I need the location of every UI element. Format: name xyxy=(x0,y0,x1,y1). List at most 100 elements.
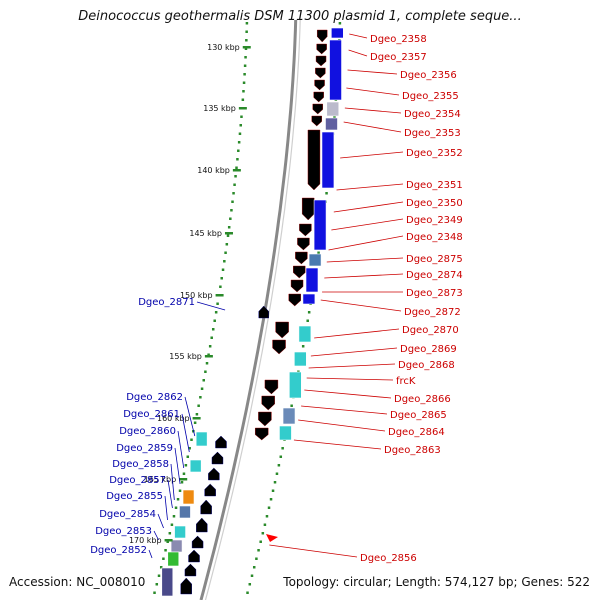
tick-dot xyxy=(166,540,169,543)
gene-arrow-forward xyxy=(313,91,324,103)
gene-label-right: Dgeo_2350 xyxy=(406,198,463,209)
gene-arrow-forward xyxy=(307,129,321,191)
label-leader xyxy=(164,495,168,521)
tick-dot xyxy=(178,489,182,492)
label-leader xyxy=(331,218,404,231)
tick-dot xyxy=(219,285,222,288)
tick-dot xyxy=(210,336,213,339)
kbp-tick-mark xyxy=(224,232,233,235)
gene-label-left: Dgeo_2852 xyxy=(90,545,147,556)
tick-dot xyxy=(197,404,200,407)
tick-dot xyxy=(221,268,225,271)
tick-dot xyxy=(267,506,271,509)
cds-block xyxy=(182,489,195,505)
cds-block xyxy=(308,253,322,267)
tick-dot xyxy=(245,39,248,42)
gene-arrow-forward xyxy=(275,321,289,339)
label-leader xyxy=(177,430,185,469)
tick-dot xyxy=(155,583,159,586)
gene-arrow-reverse xyxy=(196,517,208,533)
kbp-label: 145 kbp xyxy=(189,229,222,238)
gene-label-left: Dgeo_2853 xyxy=(95,526,152,537)
kbp-label: 170 kbp xyxy=(129,536,162,545)
label-leader xyxy=(348,49,368,57)
tick-dot xyxy=(172,515,176,518)
topology-summary: Topology: circular; Length: 574,127 bp; … xyxy=(283,575,590,589)
tick-dot xyxy=(180,481,184,484)
gene-arrow-forward xyxy=(264,379,279,395)
tick-dot xyxy=(255,557,258,560)
cds-block xyxy=(321,131,335,189)
gene-arrow-forward xyxy=(293,265,306,279)
gene-label-right: Dgeo_2874 xyxy=(406,270,463,281)
tick-dot xyxy=(229,217,232,220)
tick-dot xyxy=(257,549,260,552)
map-title: Deinococcus geothermalis DSM 11300 plasm… xyxy=(78,9,522,24)
label-leader xyxy=(340,151,404,159)
cds-block xyxy=(329,39,342,101)
cds-block xyxy=(289,371,302,399)
tick-dot xyxy=(200,387,204,390)
tick-dot xyxy=(245,30,248,33)
tick-dot xyxy=(275,472,279,475)
gene-arrow-reverse xyxy=(208,467,220,481)
tick-dot xyxy=(193,421,197,424)
gene-label-right: Dgeo_2866 xyxy=(394,394,451,405)
tick-dot xyxy=(241,98,245,101)
cds-block xyxy=(294,351,307,367)
tick-dot xyxy=(317,251,320,254)
gene-label-right: Dgeo_2352 xyxy=(406,148,463,159)
gene-label-right: Dgeo_2872 xyxy=(404,307,461,318)
tick-dot xyxy=(243,73,246,76)
gene-label-right: Dgeo_2870 xyxy=(402,325,459,336)
label-leader xyxy=(344,107,402,114)
tick-dot xyxy=(243,64,247,67)
kbp-tick-mark xyxy=(192,417,201,420)
tick-dot xyxy=(186,455,190,458)
tick-dot xyxy=(245,22,249,25)
cds-block xyxy=(167,551,180,567)
gene-arrow-forward xyxy=(261,395,275,411)
gene-arrow-reverse xyxy=(184,563,197,577)
label-leader xyxy=(157,513,164,529)
gene-arrow-reverse xyxy=(211,451,224,465)
gene-arrow-forward xyxy=(315,67,326,79)
kbp-ticks-layer: 130 kbp 135 kbp 140 kbp 145 kbp 150 kbp 155 k… xyxy=(129,43,251,545)
tick-dot xyxy=(239,124,242,127)
cds-block xyxy=(313,199,327,251)
gene-arrow-forward xyxy=(272,339,286,355)
tick-dot xyxy=(237,149,240,152)
gene-label-left: Dgeo_2859 xyxy=(116,443,173,454)
cds-block xyxy=(305,267,319,293)
gene-arrow-reverse xyxy=(200,499,212,515)
accession-text: Accession: NC_008010 xyxy=(9,575,146,589)
kbp-tick-mark xyxy=(164,539,173,542)
tick-dot xyxy=(301,345,305,348)
gene-arrow-reverse xyxy=(215,435,227,449)
kbp-tick-mark xyxy=(238,107,247,110)
label-leader xyxy=(343,121,402,133)
tick-dot xyxy=(153,591,156,594)
tick-dot xyxy=(263,523,267,526)
gene-arrow-forward xyxy=(314,79,325,91)
tick-dot xyxy=(223,260,226,263)
tick-dot xyxy=(248,583,252,586)
tick-dot xyxy=(225,243,229,246)
kbp-tick-mark xyxy=(179,478,188,481)
tick-dot xyxy=(235,166,238,169)
gene-label-right: frcK xyxy=(396,376,416,387)
label-leader xyxy=(301,405,388,415)
tick-dot xyxy=(214,311,218,314)
tick-dot xyxy=(261,532,265,535)
label-leader xyxy=(184,396,196,437)
gene-label-left: Dgeo_2855 xyxy=(106,491,163,502)
tick-dot xyxy=(184,464,188,467)
gene-label-right: Dgeo_2863 xyxy=(384,445,441,456)
gene-label-right: Dgeo_2868 xyxy=(398,360,455,371)
tick-dot xyxy=(164,549,167,552)
tick-dot xyxy=(244,56,247,59)
gene-label-left: Dgeo_2860 xyxy=(119,426,176,437)
kbp-label: 160 kbp xyxy=(157,414,190,423)
tick-dot xyxy=(233,183,236,186)
